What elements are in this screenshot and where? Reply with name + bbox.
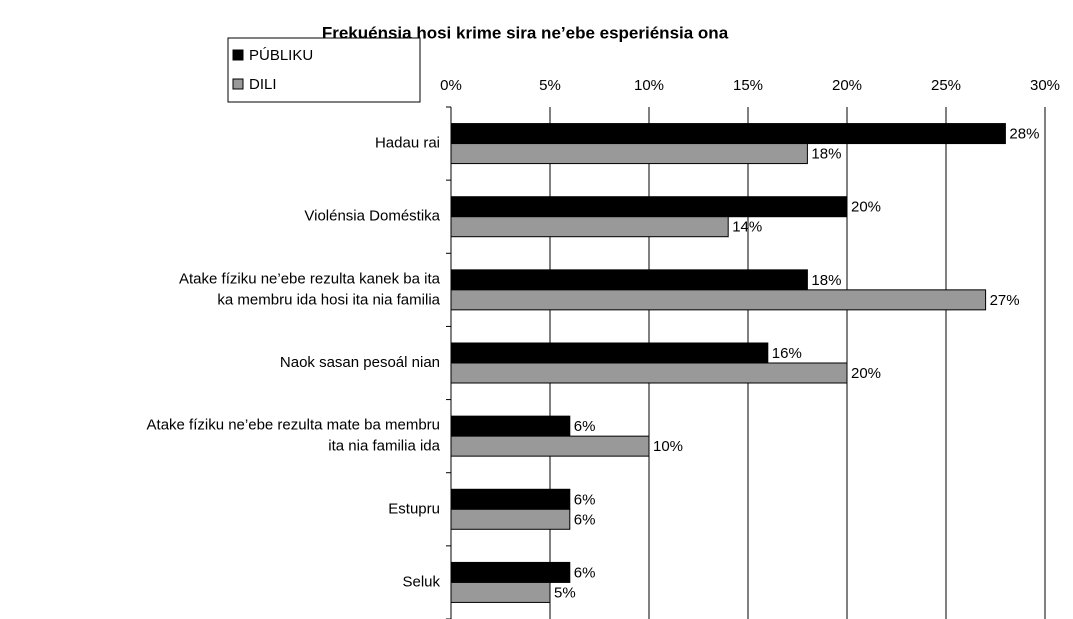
y-tick-label: Seluk — [402, 573, 440, 590]
x-tick-label: 20% — [832, 77, 862, 94]
legend-box — [227, 37, 421, 103]
bar — [450, 123, 1006, 145]
y-tick-label: Estupru — [388, 500, 440, 517]
bar — [450, 415, 571, 437]
data-label: 20% — [851, 199, 881, 216]
bar — [450, 216, 729, 238]
y-tick-label: Atake fíziku ne’ebe rezulta mate ba memb… — [147, 417, 440, 434]
x-tick-label: 0% — [440, 77, 462, 94]
legend-label: DILI — [249, 76, 277, 93]
bar — [450, 561, 571, 583]
legend-label: PÚBLIKU — [249, 47, 313, 64]
legend-swatch — [232, 49, 244, 61]
data-label: 10% — [653, 438, 683, 455]
data-label: 6% — [574, 491, 596, 508]
y-tick-label: Hadau rai — [375, 135, 440, 152]
y-tick-label: ita nia familia ida — [328, 438, 440, 455]
x-tick-label: 5% — [539, 77, 561, 94]
x-tick-label: 15% — [733, 77, 763, 94]
bar — [450, 435, 650, 457]
y-tick-label: ka membru ida hosi ita nia familia — [217, 291, 440, 308]
data-label: 6% — [574, 511, 596, 528]
bar — [450, 196, 848, 218]
bar — [450, 581, 551, 603]
data-label: 6% — [574, 418, 596, 435]
bar — [450, 508, 571, 530]
chart-title: Frekuénsia hosi krime sira ne’ebe esperi… — [322, 23, 729, 42]
bar — [450, 269, 808, 291]
data-label: 16% — [772, 345, 802, 362]
bar — [450, 342, 769, 364]
y-tick-label: Naok sasan pesoál nian — [280, 354, 440, 371]
x-tick-label: 10% — [634, 77, 664, 94]
data-label: 18% — [811, 272, 841, 289]
data-label: 5% — [554, 584, 576, 601]
data-label: 14% — [732, 219, 762, 236]
legend-swatch — [232, 78, 244, 90]
bar — [450, 143, 808, 165]
data-label: 18% — [811, 146, 841, 163]
x-tick-label: 25% — [931, 77, 961, 94]
y-tick-label: Atake fíziku ne’ebe rezulta kanek ba ita — [179, 270, 441, 287]
x-tick-label: 30% — [1030, 77, 1060, 94]
bar — [450, 488, 571, 510]
data-label: 28% — [1009, 126, 1039, 143]
bar — [450, 289, 987, 311]
bar — [450, 362, 848, 384]
data-label: 20% — [851, 365, 881, 382]
data-label: 27% — [990, 292, 1020, 309]
data-label: 6% — [574, 564, 596, 581]
y-tick-label: Violénsia Doméstika — [304, 208, 440, 225]
